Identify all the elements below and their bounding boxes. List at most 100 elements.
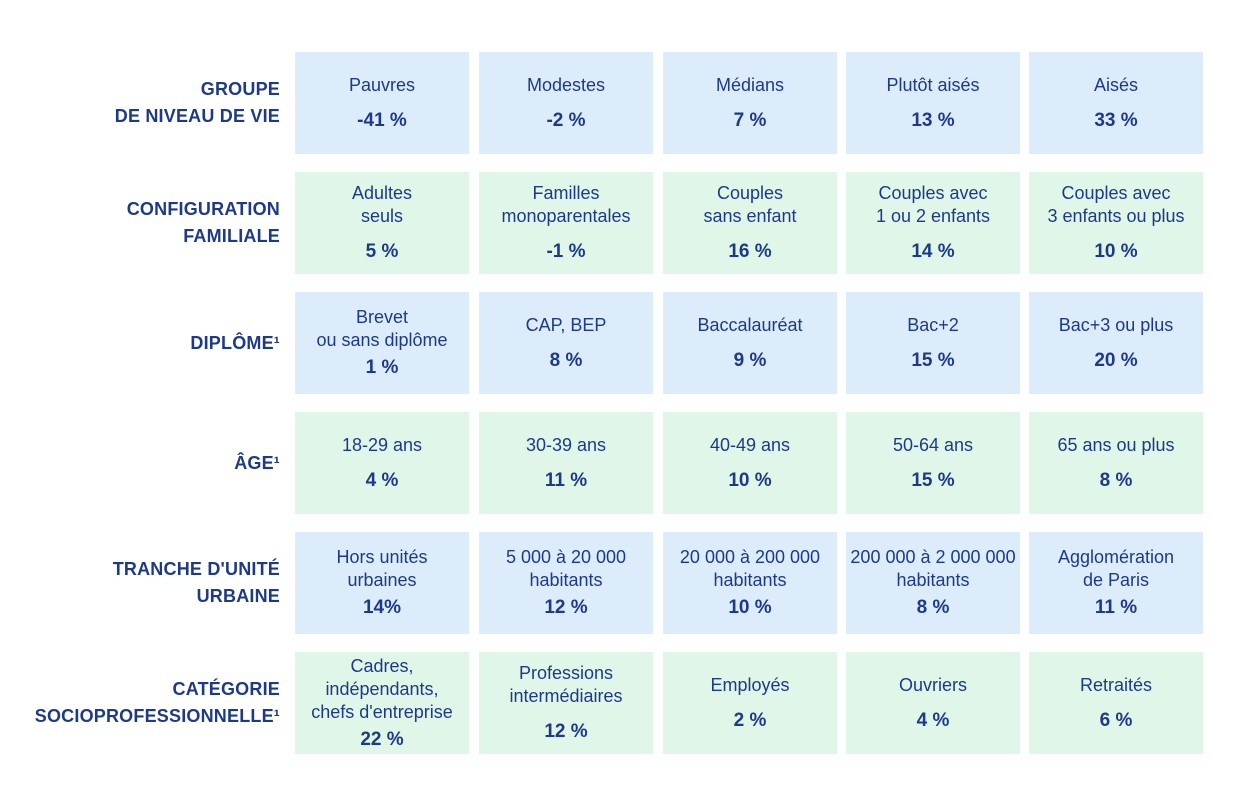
cell-label: Aisés bbox=[1093, 74, 1138, 95]
row-label-line: CONFIGURATION bbox=[126, 199, 280, 219]
row-label-categorie-socioprofessionnelle: CATÉGORIE SOCIOPROFESSIONNELLE¹ bbox=[0, 652, 280, 754]
cell-50-64-ans: 50-64 ans 15 % bbox=[846, 412, 1020, 514]
cell-label: Baccalauréat bbox=[697, 314, 803, 335]
cell-cap-bep: CAP, BEP 8 % bbox=[479, 292, 653, 394]
cell-value: 16 % bbox=[728, 241, 772, 262]
cell-value: 7 % bbox=[733, 109, 767, 131]
cell-value: 4 % bbox=[916, 709, 950, 731]
cell-value: 5 % bbox=[365, 241, 399, 262]
cell-label: 50-64 ans bbox=[892, 434, 974, 455]
cell-value: 14% bbox=[362, 597, 402, 618]
cell-label: Brevet ou sans diplôme bbox=[316, 307, 448, 350]
cell-value: 10 % bbox=[728, 597, 772, 618]
cell-value: 33 % bbox=[1094, 109, 1138, 131]
row-label-line: GROUPE bbox=[200, 79, 280, 99]
cell-40-49-ans: 40-49 ans 10 % bbox=[663, 412, 837, 514]
cell-baccalaureat: Baccalauréat 9 % bbox=[663, 292, 837, 394]
cell-pauvres: Pauvres -41 % bbox=[295, 52, 469, 154]
cell-value: 20 % bbox=[1094, 349, 1138, 371]
cell-adultes-seuls: Adultes seuls 5 % bbox=[295, 172, 469, 274]
cell-label: Plutôt aisés bbox=[886, 74, 980, 95]
cell-label: Bac+2 bbox=[907, 314, 959, 335]
cell-label: Couples avec 3 enfants ou plus bbox=[1047, 183, 1185, 226]
cell-value: 15 % bbox=[911, 469, 955, 491]
cell-ouvriers: Ouvriers 4 % bbox=[846, 652, 1020, 754]
cell-couples-avec-3-enfants-ou-plus: Couples avec 3 enfants ou plus 10 % bbox=[1029, 172, 1203, 274]
cell-label: 20 000 à 200 000 habitants bbox=[679, 547, 821, 590]
cell-employes: Employés 2 % bbox=[663, 652, 837, 754]
cell-bac-2: Bac+2 15 % bbox=[846, 292, 1020, 394]
cell-20-000-a-200-000-habitants: 20 000 à 200 000 habitants 10 % bbox=[663, 532, 837, 634]
cell-value: 11 % bbox=[1094, 597, 1138, 618]
cell-label: Agglomération de Paris bbox=[1057, 547, 1175, 590]
cell-label: Retraités bbox=[1079, 674, 1153, 695]
cell-label: 18-29 ans bbox=[341, 434, 423, 455]
cell-value: 22 % bbox=[360, 728, 404, 750]
cell-value: 13 % bbox=[911, 109, 955, 131]
cell-65-ans-ou-plus: 65 ans ou plus 8 % bbox=[1029, 412, 1203, 514]
cell-label: Professions intermédiaires bbox=[509, 663, 623, 706]
row-label-groupe-de-niveau-de-vie: GROUPE DE NIVEAU DE VIE bbox=[0, 52, 280, 154]
cell-retraites: Retraités 6 % bbox=[1029, 652, 1203, 754]
cell-value: 12 % bbox=[544, 597, 588, 618]
cell-familles-monoparentales: Familles monoparentales -1 % bbox=[479, 172, 653, 274]
row-label-diplome: DIPLÔME¹ bbox=[0, 292, 280, 394]
cell-plutot-aises: Plutôt aisés 13 % bbox=[846, 52, 1020, 154]
cell-value: 15 % bbox=[911, 349, 955, 371]
cell-hors-unites-urbaines: Hors unités urbaines 14% bbox=[295, 532, 469, 634]
cell-label: 30-39 ans bbox=[525, 434, 607, 455]
row-label-line: DIPLÔME¹ bbox=[190, 332, 280, 353]
cell-couples-sans-enfant: Couples sans enfant 16 % bbox=[663, 172, 837, 274]
cell-label: Modestes bbox=[526, 74, 606, 95]
cell-label: 200 000 à 2 000 000 habitants bbox=[850, 547, 1016, 590]
cell-couples-avec-1-ou-2-enfants: Couples avec 1 ou 2 enfants 14 % bbox=[846, 172, 1020, 274]
cell-bac-3-ou-plus: Bac+3 ou plus 20 % bbox=[1029, 292, 1203, 394]
cell-label: Ouvriers bbox=[898, 674, 967, 695]
cell-18-29-ans: 18-29 ans 4 % bbox=[295, 412, 469, 514]
cell-label: CAP, BEP bbox=[525, 314, 607, 335]
cell-value: 8 % bbox=[916, 597, 950, 618]
row-label-line: DE NIVEAU DE VIE bbox=[114, 106, 280, 126]
cell-cadres-independants-chefs-d-entreprise: Cadres, indépendants, chefs d'entreprise… bbox=[295, 652, 469, 754]
cell-label: Cadres, indépendants, chefs d'entreprise bbox=[311, 655, 453, 722]
cell-agglomeration-de-paris: Agglomération de Paris 11 % bbox=[1029, 532, 1203, 634]
cell-value: 10 % bbox=[1094, 241, 1138, 262]
cell-aises: Aisés 33 % bbox=[1029, 52, 1203, 154]
cell-label: Bac+3 ou plus bbox=[1058, 314, 1174, 335]
cell-professions-intermediaires: Professions intermédiaires 12 % bbox=[479, 652, 653, 754]
cell-label: 40-49 ans bbox=[709, 434, 791, 455]
row-label-line: CATÉGORIE bbox=[172, 679, 280, 699]
cell-value: 4 % bbox=[365, 469, 399, 491]
cell-label: 5 000 à 20 000 habitants bbox=[505, 547, 627, 590]
cell-200-000-a-2-000-000-habitants: 200 000 à 2 000 000 habitants 8 % bbox=[846, 532, 1020, 634]
cell-label: Employés bbox=[710, 674, 790, 695]
row-label-tranche-d-unite-urbaine: TRANCHE D'UNITÉ URBAINE bbox=[0, 532, 280, 634]
cell-value: 2 % bbox=[733, 709, 767, 731]
cell-value: 8 % bbox=[549, 349, 583, 371]
row-label-age: ÂGE¹ bbox=[0, 412, 280, 514]
cell-value: 9 % bbox=[733, 349, 767, 371]
cell-modestes: Modestes -2 % bbox=[479, 52, 653, 154]
cell-5-000-a-20-000-habitants: 5 000 à 20 000 habitants 12 % bbox=[479, 532, 653, 634]
cell-label: Adultes seuls bbox=[351, 183, 413, 226]
row-label-line: ÂGE¹ bbox=[234, 452, 280, 473]
cell-value: -41 % bbox=[357, 109, 407, 131]
cell-value: 10 % bbox=[728, 469, 772, 491]
cell-label: Pauvres bbox=[348, 74, 416, 95]
cell-label: Familles monoparentales bbox=[501, 183, 631, 226]
cell-value: 12 % bbox=[544, 721, 588, 742]
cell-label: Médians bbox=[715, 74, 785, 95]
row-label-configuration-familiale: CONFIGURATION FAMILIALE bbox=[0, 172, 280, 274]
cell-value: -1 % bbox=[546, 241, 586, 262]
cell-brevet-ou-sans-diplome: Brevet ou sans diplôme 1 % bbox=[295, 292, 469, 394]
cell-label: Couples avec 1 ou 2 enfants bbox=[875, 183, 991, 226]
cell-label: Couples sans enfant bbox=[703, 183, 797, 226]
cell-label: 65 ans ou plus bbox=[1057, 434, 1175, 455]
cell-label: Hors unités urbaines bbox=[336, 547, 428, 590]
cell-30-39-ans: 30-39 ans 11 % bbox=[479, 412, 653, 514]
cell-value: 8 % bbox=[1099, 469, 1133, 491]
cell-value: 11 % bbox=[544, 469, 588, 491]
cell-value: 1 % bbox=[365, 357, 399, 378]
cell-medians: Médians 7 % bbox=[663, 52, 837, 154]
